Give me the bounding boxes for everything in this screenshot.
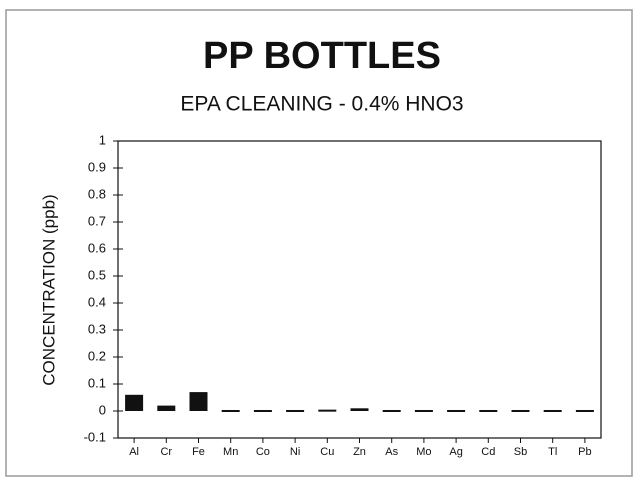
x-tick-label: Ag	[449, 446, 462, 458]
x-tick-label: Ni	[290, 446, 300, 458]
bar	[221, 410, 240, 412]
y-tick-label: 0.3	[88, 321, 106, 336]
x-tick-label: Mn	[223, 446, 238, 458]
bar	[414, 410, 433, 412]
x-tick-label: Pb	[578, 446, 591, 458]
x-tick-label: Sb	[514, 446, 527, 458]
y-tick-label: 0.5	[88, 267, 106, 282]
bar	[382, 410, 401, 412]
y-tick-label: -0.1	[84, 429, 106, 444]
x-tick-label: As	[385, 446, 398, 458]
bar	[511, 410, 530, 412]
x-tick-label: Cd	[481, 446, 495, 458]
bar	[543, 410, 562, 412]
bar	[350, 408, 369, 411]
y-axis-label: CONCENTRATION (ppb)	[39, 194, 58, 385]
bar	[447, 410, 466, 412]
x-tick-label: Cr	[160, 446, 172, 458]
y-tick-label: 0.9	[88, 159, 106, 174]
x-tick-label: Co	[256, 446, 270, 458]
bar	[189, 392, 208, 411]
frame	[5, 9, 633, 477]
y-tick-label: 0.8	[88, 186, 106, 201]
bar	[318, 409, 337, 412]
bar	[575, 410, 594, 412]
x-tick-label: Mo	[416, 446, 431, 458]
bar	[157, 405, 176, 411]
chart-subtitle: EPA CLEANING - 0.4% HNO3	[180, 93, 463, 116]
x-tick-label: Al	[129, 446, 139, 458]
bar	[286, 410, 305, 412]
y-tick-label: 0.6	[88, 240, 106, 255]
x-tick-label: Cu	[320, 446, 334, 458]
y-tick-label: 0.1	[88, 375, 106, 390]
y-tick-label: 0	[99, 402, 106, 417]
bar	[479, 410, 498, 412]
y-tick-label: 0.4	[88, 294, 106, 309]
y-tick-label: 0.2	[88, 348, 106, 363]
x-tick-label: Fe	[192, 446, 205, 458]
y-tick-label: 1	[99, 132, 106, 147]
bar	[253, 410, 272, 412]
bar	[125, 394, 144, 411]
x-tick-label: Zn	[353, 446, 366, 458]
y-tick-label: 0.7	[88, 213, 106, 228]
x-tick-label: Tl	[548, 446, 557, 458]
chart-title: PP BOTTLES	[203, 35, 441, 77]
